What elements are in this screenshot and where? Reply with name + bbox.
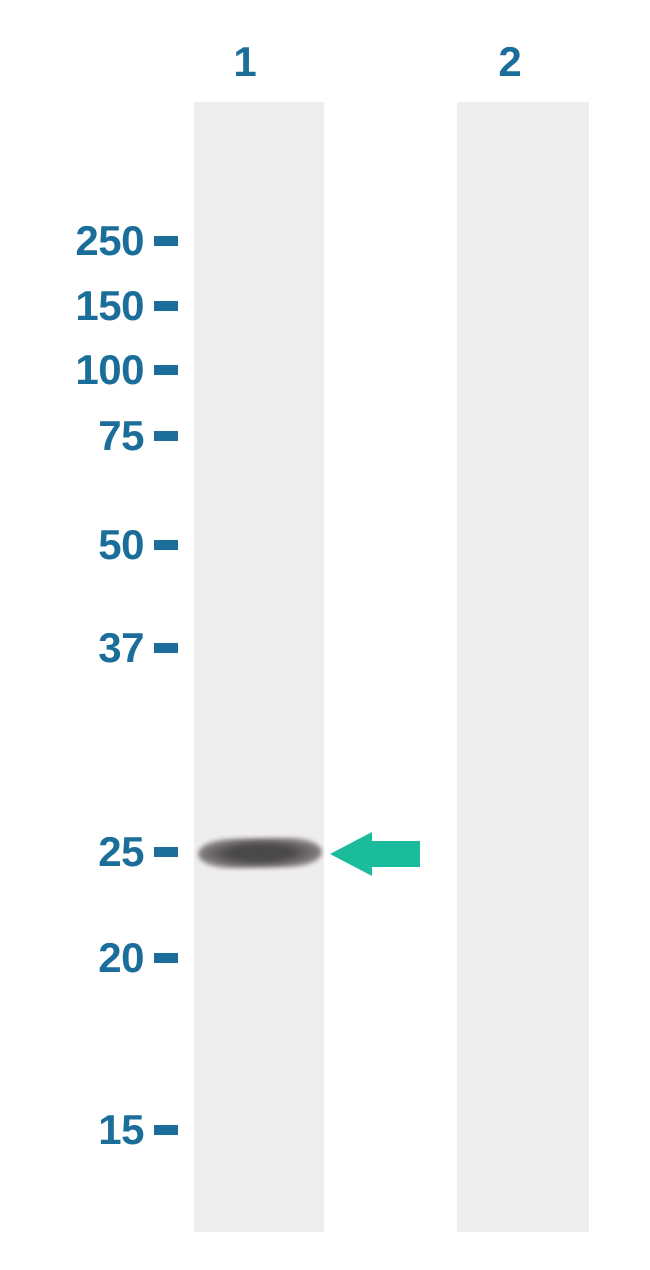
mw-label-25: 25	[44, 828, 144, 876]
mw-tick-75	[154, 431, 178, 441]
lane-2-label: 2	[495, 38, 525, 86]
mw-label-15: 15	[44, 1106, 144, 1154]
mw-label-250: 250	[44, 217, 144, 265]
mw-tick-15	[154, 1125, 178, 1135]
band-indicator-arrow	[330, 832, 420, 876]
mw-tick-250	[154, 236, 178, 246]
lane-2	[457, 102, 589, 1232]
western-blot-figure: 1 2 250 150 100 75 50 37 25 20 15	[0, 0, 650, 1270]
mw-label-20: 20	[44, 934, 144, 982]
mw-label-37: 37	[44, 624, 144, 672]
mw-tick-20	[154, 953, 178, 963]
protein-band	[198, 837, 323, 869]
mw-tick-100	[154, 365, 178, 375]
lane-1-label: 1	[230, 38, 260, 86]
mw-label-150: 150	[44, 282, 144, 330]
arrow-shaft	[372, 841, 420, 867]
mw-label-50: 50	[44, 521, 144, 569]
mw-tick-25	[154, 847, 178, 857]
mw-label-100: 100	[44, 346, 144, 394]
mw-tick-50	[154, 540, 178, 550]
lane-1	[194, 102, 324, 1232]
arrow-head-icon	[330, 832, 372, 876]
mw-label-75: 75	[44, 412, 144, 460]
mw-tick-37	[154, 643, 178, 653]
mw-tick-150	[154, 301, 178, 311]
